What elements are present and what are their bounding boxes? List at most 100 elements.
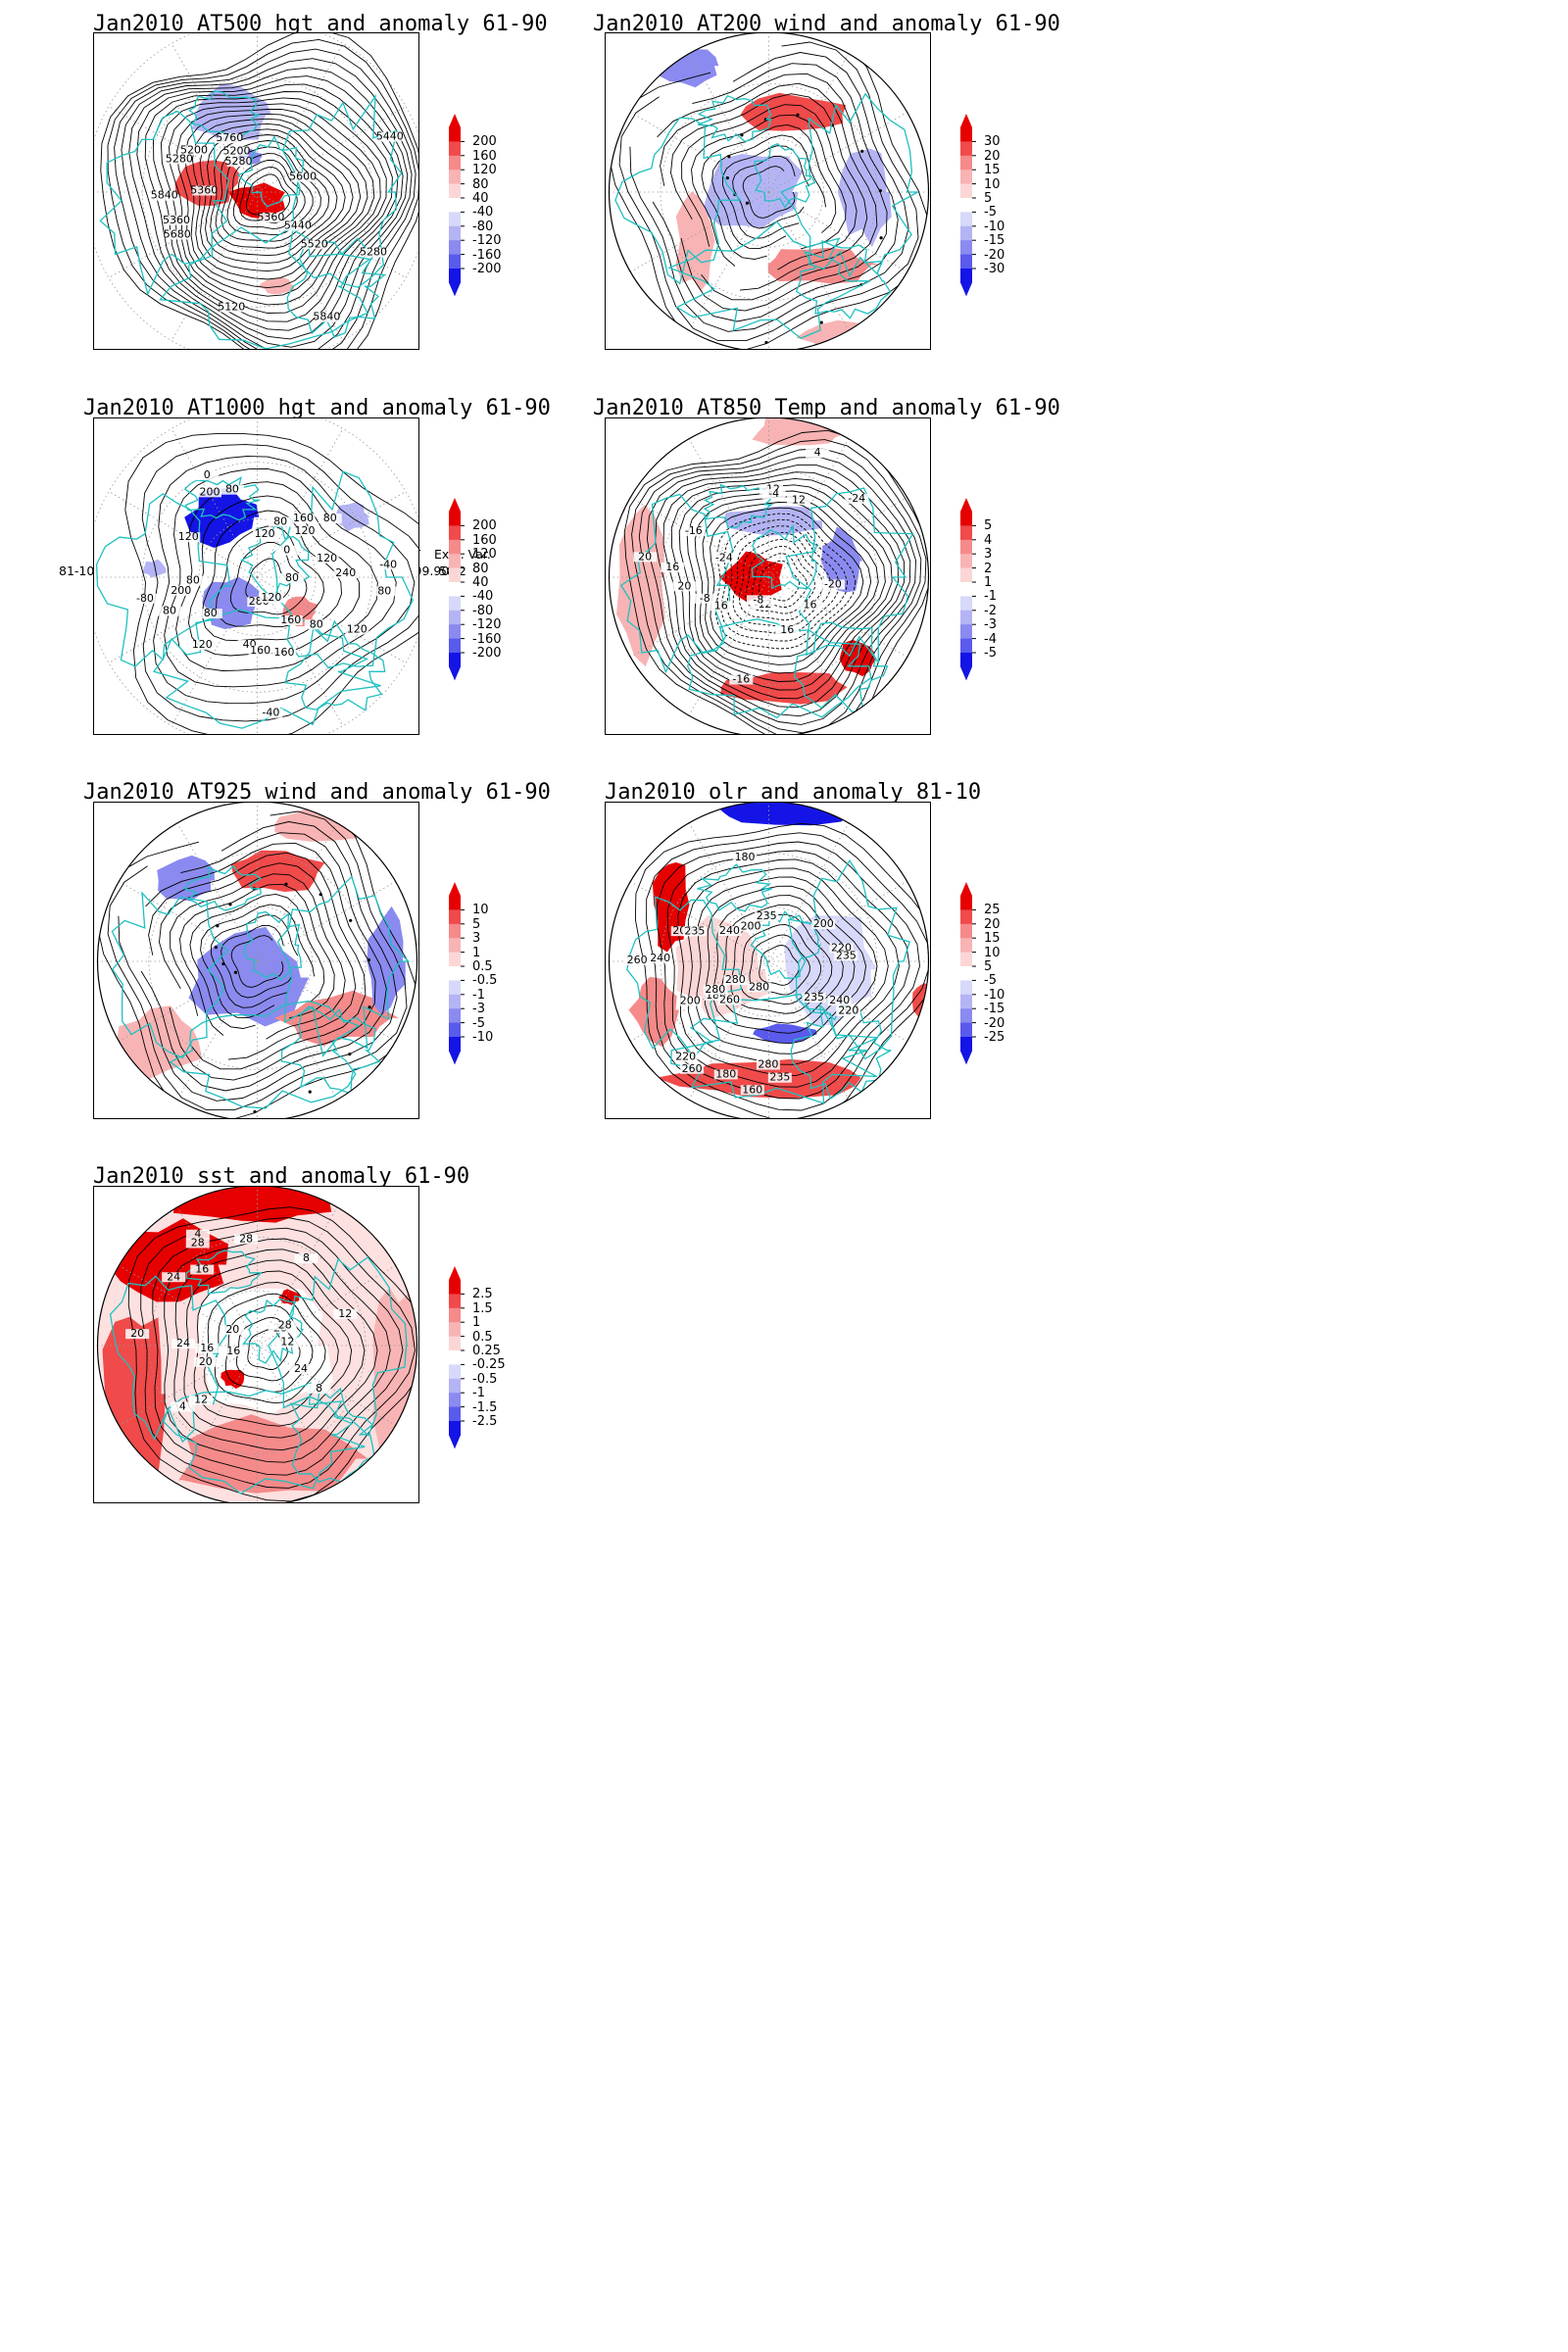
streamline — [189, 893, 325, 1029]
map-boundary-circle — [608, 803, 930, 1118]
colorbar-label: 1.5 — [472, 1300, 493, 1316]
contour-label-bg — [198, 609, 222, 619]
contour-label: 160 — [250, 644, 270, 657]
colorbar-at1000-bar — [449, 498, 465, 681]
colorbar-label: -25 — [984, 1030, 1005, 1045]
contour-label-bg — [226, 157, 251, 168]
contour-label-bg — [220, 302, 244, 313]
contour-line — [127, 1206, 417, 1502]
contour-label: 200 — [813, 917, 834, 930]
coastline — [163, 1382, 366, 1494]
colorbar-swatch — [449, 653, 461, 667]
streamline-arrow — [860, 149, 864, 153]
contour-label: 16 — [804, 598, 817, 611]
colorbar-label: 3 — [472, 931, 481, 947]
contour-label-bg — [633, 552, 658, 563]
contour-line — [710, 507, 864, 658]
colorbar-label: 4 — [984, 532, 993, 548]
colorbar-swatch — [960, 240, 972, 256]
contour-line — [655, 465, 911, 717]
contour-label-bg — [253, 528, 277, 539]
contour-label-bg — [221, 1346, 246, 1356]
colorbar-arrow-bottom — [960, 666, 972, 681]
colorbar-swatch — [960, 938, 972, 954]
contour-label-bg — [673, 1052, 698, 1062]
contour-line — [232, 160, 306, 229]
contour-label-bg — [703, 984, 727, 995]
contour-label: 16 — [195, 1263, 209, 1276]
contour-label: 220 — [838, 1004, 858, 1016]
panel-title-at850: Jan2010 AT850 Temp and anomaly 61-90 — [593, 396, 1060, 420]
contour-label-bg — [648, 953, 672, 963]
contour-label-bg — [152, 190, 176, 201]
colorbar-swatch — [449, 624, 461, 640]
contour-label-bg — [377, 131, 402, 142]
anomaly-shading — [740, 92, 847, 131]
colorbar-swatch — [449, 1322, 461, 1338]
contour-line — [745, 545, 815, 614]
colorbar-arrow-bottom — [960, 1051, 972, 1065]
colorbar-label: -20 — [984, 1015, 1005, 1031]
contour-label-bg — [195, 1343, 220, 1353]
colorbar-arrow-bottom — [449, 666, 461, 681]
contour-line — [687, 867, 889, 1065]
meridian-line — [687, 820, 769, 962]
meridian-line — [768, 880, 909, 962]
contour-label-bg — [190, 1264, 215, 1275]
contour-label: 12 — [338, 1307, 352, 1320]
colorbar-swatch — [449, 896, 461, 910]
contour-label: 260 — [627, 954, 648, 966]
contour-label: 5600 — [289, 171, 317, 183]
colorbar-at200-bar — [960, 114, 976, 297]
contour-label-bg — [739, 921, 763, 932]
contour-label: 16 — [780, 623, 794, 636]
panel-title-at1000: Jan2010 AT1000 hgt and anomaly 61-90 — [83, 396, 551, 420]
contour-label-bg — [220, 1325, 245, 1336]
coastline — [751, 523, 818, 590]
contour-label: 260 — [682, 1062, 703, 1075]
colorbar-swatch — [449, 638, 461, 654]
colorbar-label: -80 — [472, 219, 494, 234]
coastline — [185, 1250, 263, 1295]
contour-label-bg — [157, 606, 181, 616]
streamline-arrow — [796, 113, 800, 117]
contour-label: 240 — [719, 924, 740, 937]
colorbar-label: 200 — [472, 518, 497, 534]
contour-label: -80 — [136, 592, 154, 605]
contour-label-bg — [625, 955, 650, 965]
contour-label: 20 — [638, 550, 652, 563]
contour-label-bg — [248, 645, 272, 656]
contour-label-bg — [798, 600, 822, 611]
contour-label-bg — [125, 1329, 150, 1340]
contour-line — [696, 876, 878, 1054]
colorbar-label: 5 — [472, 916, 481, 932]
latitude-circle — [660, 83, 878, 301]
colorbar-swatch — [449, 554, 461, 569]
colorbar-label: -80 — [472, 603, 494, 618]
colorbar-label: -120 — [472, 617, 502, 633]
anomaly-shading — [230, 850, 325, 892]
colorbar-swatch — [960, 966, 972, 981]
colorbar-label: 1 — [472, 945, 481, 960]
contour-label-bg — [182, 145, 207, 156]
colorbar-olr: 25 20 15 10 5 -5 -10 -15 -20 -25 — [958, 882, 1052, 1065]
contour-label-bg — [820, 579, 845, 590]
streamline — [742, 166, 796, 219]
map-at850: 1616-8-12-16-24-20-16-24-12-8-4412162016… — [605, 417, 931, 735]
streamline-arrow — [348, 1053, 352, 1056]
contour-label: 80 — [204, 607, 218, 619]
colorbar-swatch — [449, 966, 461, 981]
contour-label-bg — [729, 674, 754, 685]
colorbar-swatch — [449, 512, 461, 526]
colorbar-arrow-top — [449, 882, 461, 896]
contour-label-bg — [333, 1308, 358, 1319]
streamline — [140, 832, 387, 1092]
map-at200 — [605, 32, 931, 350]
latitude-circle — [202, 906, 313, 1017]
colorbar-swatch — [449, 938, 461, 954]
contour-label: 20 — [130, 1327, 144, 1340]
colorbar-arrow-top — [449, 1266, 461, 1280]
coastline — [614, 117, 742, 285]
contour-label: 5680 — [164, 227, 191, 240]
contour-label: 5280 — [166, 152, 193, 165]
